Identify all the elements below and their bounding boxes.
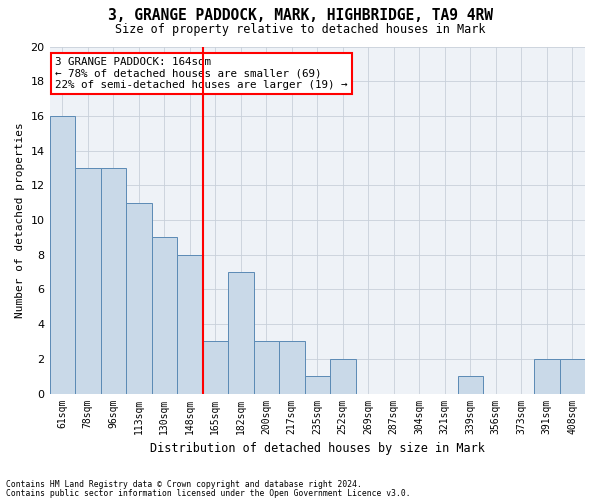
Y-axis label: Number of detached properties: Number of detached properties	[15, 122, 25, 318]
Bar	[279, 342, 305, 394]
Bar	[228, 272, 254, 394]
Bar	[75, 168, 101, 394]
Bar	[560, 359, 585, 394]
X-axis label: Distribution of detached houses by size in Mark: Distribution of detached houses by size …	[150, 442, 485, 455]
Bar	[177, 254, 203, 394]
Text: 3, GRANGE PADDOCK, MARK, HIGHBRIDGE, TA9 4RW: 3, GRANGE PADDOCK, MARK, HIGHBRIDGE, TA9…	[107, 8, 493, 22]
Bar	[50, 116, 75, 394]
Bar	[126, 202, 152, 394]
Text: Contains public sector information licensed under the Open Government Licence v3: Contains public sector information licen…	[6, 489, 410, 498]
Text: Size of property relative to detached houses in Mark: Size of property relative to detached ho…	[115, 22, 485, 36]
Bar	[101, 168, 126, 394]
Bar	[305, 376, 330, 394]
Text: 3 GRANGE PADDOCK: 164sqm
← 78% of detached houses are smaller (69)
22% of semi-d: 3 GRANGE PADDOCK: 164sqm ← 78% of detach…	[55, 57, 347, 90]
Bar	[203, 342, 228, 394]
Bar	[330, 359, 356, 394]
Text: Contains HM Land Registry data © Crown copyright and database right 2024.: Contains HM Land Registry data © Crown c…	[6, 480, 362, 489]
Bar	[534, 359, 560, 394]
Bar	[254, 342, 279, 394]
Bar	[152, 238, 177, 394]
Bar	[458, 376, 483, 394]
